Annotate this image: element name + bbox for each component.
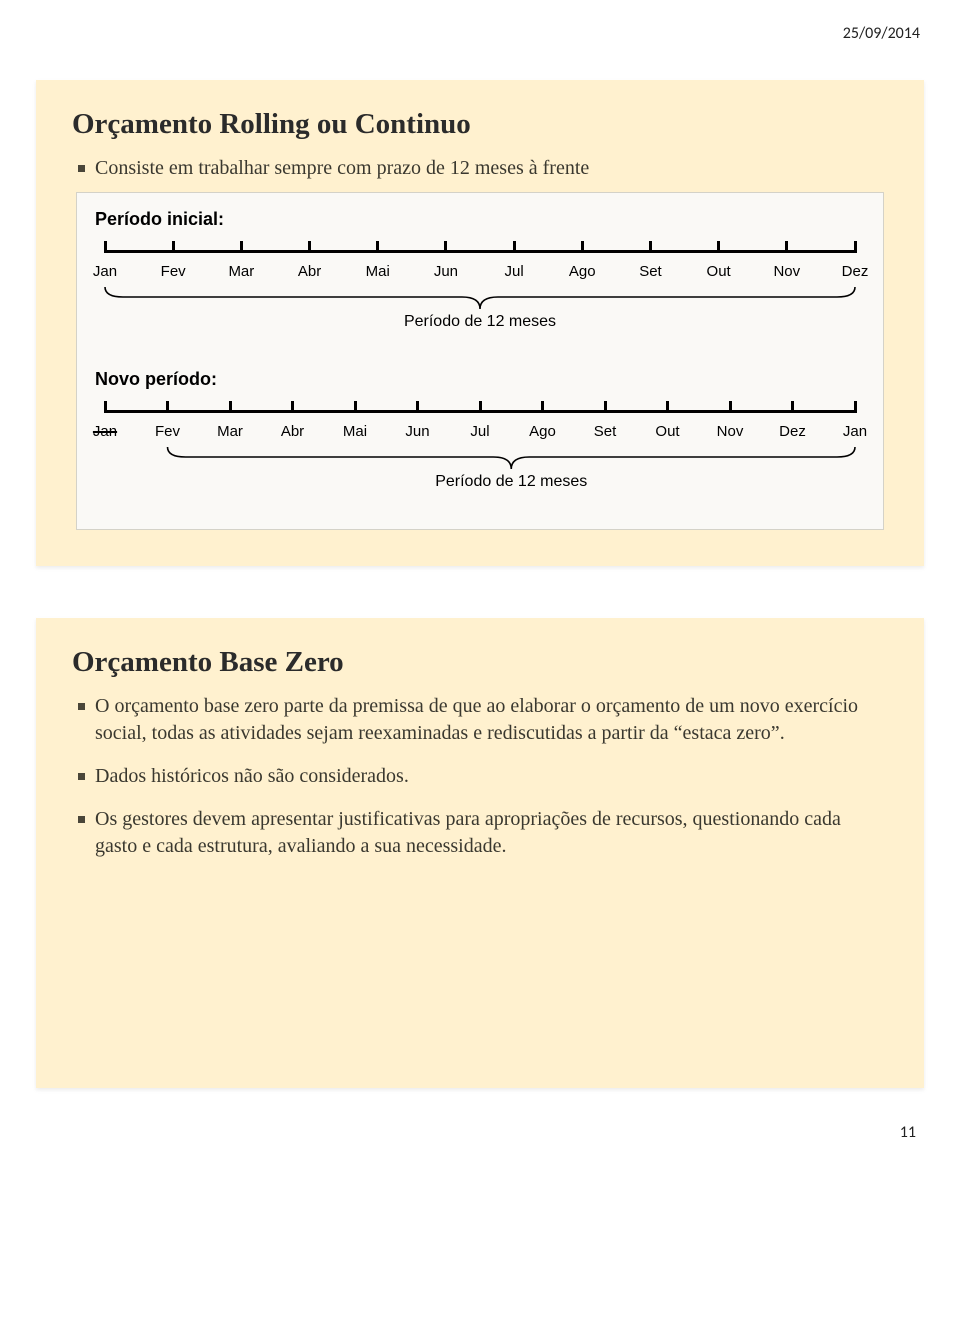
page-number: 11 xyxy=(900,1123,916,1142)
tick xyxy=(729,401,732,413)
month-label: Mar xyxy=(228,263,254,280)
month-label: Set xyxy=(594,423,617,440)
slide-rolling: Orçamento Rolling ou Continuo Consiste e… xyxy=(36,80,924,566)
month-label: Jun xyxy=(405,423,429,440)
month-label: Jun xyxy=(434,263,458,280)
month-label: Ago xyxy=(529,423,556,440)
brace-area-initial: Período de 12 meses xyxy=(99,285,861,345)
tick xyxy=(785,241,788,253)
month-label: Set xyxy=(639,263,662,280)
tick xyxy=(172,241,175,253)
bullet-marker-icon xyxy=(78,703,85,710)
slide2-bullet: Os gestores devem apresentar justificati… xyxy=(78,806,882,860)
brace-area-new: Período de 12 meses xyxy=(99,445,861,505)
bullet-marker-icon xyxy=(78,165,85,172)
tick xyxy=(479,401,482,413)
header-date: 25/09/2014 xyxy=(843,24,920,43)
tick xyxy=(104,241,107,253)
bullet-text: O orçamento base zero parte da premissa … xyxy=(95,693,882,747)
month-label: Abr xyxy=(298,263,321,280)
month-label: Fev xyxy=(161,263,186,280)
timeline-initial: JanFevMarAbrMaiJunJulAgoSetOutNovDez Per… xyxy=(95,250,865,345)
bullet-text: Dados históricos não são considerados. xyxy=(95,763,409,790)
month-label: Nov xyxy=(773,263,800,280)
month-label: Fev xyxy=(155,423,180,440)
month-label: Nov xyxy=(717,423,744,440)
brace-icon xyxy=(99,285,861,313)
tick xyxy=(541,401,544,413)
month-label: Jan xyxy=(93,423,117,440)
slide2-bullet: Dados históricos não são considerados. xyxy=(78,763,882,790)
month-label: Jan xyxy=(93,263,117,280)
slide-base-zero: Orçamento Base Zero O orçamento base zer… xyxy=(36,618,924,1088)
period-new-label: Novo período: xyxy=(95,369,865,390)
tick xyxy=(666,401,669,413)
slide2-bullet: O orçamento base zero parte da premissa … xyxy=(78,693,882,747)
page: 25/09/2014 Orçamento Rolling ou Continuo… xyxy=(0,0,960,1166)
bullet-text: Consiste em trabalhar sempre com prazo d… xyxy=(95,155,589,182)
month-label: Abr xyxy=(281,423,304,440)
bullet-text: Os gestores devem apresentar justificati… xyxy=(95,806,882,860)
month-label: Mai xyxy=(343,423,367,440)
brace-label-initial: Período de 12 meses xyxy=(404,313,556,331)
month-labels-new: JanFevMarAbrMaiJunJulAgoSetOutNovDezJan xyxy=(99,423,861,445)
month-label: Ago xyxy=(569,263,596,280)
month-label: Jul xyxy=(470,423,489,440)
tick xyxy=(791,401,794,413)
brace-label-new: Período de 12 meses xyxy=(435,473,587,491)
month-label: Jan xyxy=(843,423,867,440)
brace-icon xyxy=(99,445,861,473)
tick xyxy=(166,401,169,413)
bullet-marker-icon xyxy=(78,816,85,823)
month-label: Out xyxy=(655,423,679,440)
tick xyxy=(854,401,857,413)
slide1-title: Orçamento Rolling ou Continuo xyxy=(72,108,888,141)
slide2-title: Orçamento Base Zero xyxy=(72,646,888,679)
tick xyxy=(291,401,294,413)
tick xyxy=(229,401,232,413)
month-label: Dez xyxy=(779,423,806,440)
slide1-bullet: Consiste em trabalhar sempre com prazo d… xyxy=(78,155,882,182)
timeline-diagram: Período inicial: Jan Fev Mar Abr Mai Jun Jul Ag… xyxy=(76,192,884,530)
tick xyxy=(854,241,857,253)
tick xyxy=(649,241,652,253)
month-label: Mai xyxy=(366,263,390,280)
month-label: Mar xyxy=(217,423,243,440)
month-label: Out xyxy=(707,263,731,280)
tick xyxy=(240,241,243,253)
timeline-line xyxy=(105,250,855,253)
tick xyxy=(354,401,357,413)
tick xyxy=(513,241,516,253)
tick xyxy=(416,401,419,413)
tick xyxy=(444,241,447,253)
bullet-marker-icon xyxy=(78,773,85,780)
tick xyxy=(104,401,107,413)
tick xyxy=(604,401,607,413)
month-label: Dez xyxy=(842,263,869,280)
tick xyxy=(308,241,311,253)
period-initial-label: Período inicial: xyxy=(95,209,865,230)
tick xyxy=(376,241,379,253)
month-labels-initial: JanFevMarAbrMaiJunJulAgoSetOutNovDez xyxy=(99,263,861,285)
tick xyxy=(581,241,584,253)
timeline-line xyxy=(105,410,855,413)
tick xyxy=(717,241,720,253)
timeline-new: JanFevMarAbrMaiJunJulAgoSetOutNovDezJan … xyxy=(95,410,865,505)
month-label: Jul xyxy=(504,263,523,280)
